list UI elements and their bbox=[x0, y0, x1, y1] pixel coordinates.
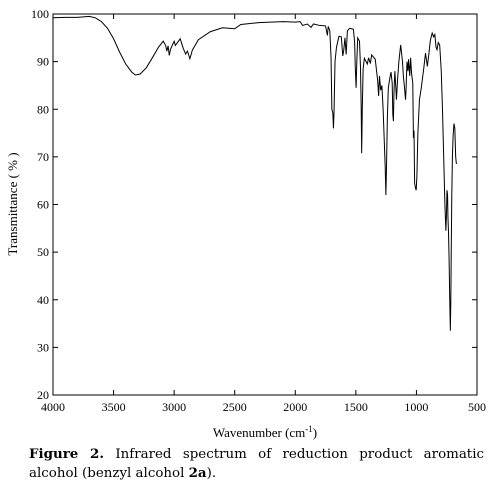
plot-frame bbox=[52, 13, 478, 396]
x-tick-label-2500: 2500 bbox=[223, 400, 247, 414]
x-tick-label-1500: 1500 bbox=[344, 400, 368, 414]
x-tick-label-3500: 3500 bbox=[102, 400, 126, 414]
x-tick-label-2000: 2000 bbox=[283, 400, 307, 414]
x-axis-label: Wavenumber (cm-1) bbox=[213, 424, 317, 440]
caption-text-end: ). bbox=[206, 466, 217, 481]
figure-label: Figure 2. bbox=[29, 446, 104, 462]
x-tick-label-4000: 4000 bbox=[41, 400, 65, 414]
y-tick-label-30: 30 bbox=[37, 340, 49, 354]
figure-caption: Figure 2. Infrared spectrum of reduction… bbox=[29, 445, 484, 483]
compound-number: 2a bbox=[188, 465, 207, 481]
y-tick-label-20: 20 bbox=[37, 388, 49, 402]
y-tick-label-90: 90 bbox=[37, 55, 49, 69]
caption-text: Infrared spectrum of reduction product a… bbox=[29, 447, 484, 481]
y-tick-label-40: 40 bbox=[37, 293, 49, 307]
y-axis: 20 30 40 50 60 70 80 90 100 bbox=[31, 7, 477, 402]
y-tick-label-100: 100 bbox=[31, 7, 49, 21]
y-tick-label-60: 60 bbox=[37, 198, 49, 212]
spectrum-line bbox=[52, 15, 457, 331]
x-tick-label-1000: 1000 bbox=[404, 400, 428, 414]
x-axis-label-close: ) bbox=[313, 425, 317, 440]
y-tick-label-70: 70 bbox=[37, 150, 49, 164]
y-tick-label-50: 50 bbox=[37, 245, 49, 259]
ir-spectrum-chart: 4000 3500 3000 2500 2000 1500 1000 500 20 30 40 50… bbox=[5, 7, 486, 440]
x-tick-label-500: 500 bbox=[468, 400, 486, 414]
y-axis-label: Transmittance ( % ) bbox=[5, 152, 20, 255]
y-tick-label-80: 80 bbox=[37, 102, 49, 116]
x-axis: 4000 3500 3000 2500 2000 1500 1000 500 bbox=[41, 14, 486, 414]
x-axis-label-superscript: -1 bbox=[305, 424, 313, 434]
x-tick-label-3000: 3000 bbox=[162, 400, 186, 414]
